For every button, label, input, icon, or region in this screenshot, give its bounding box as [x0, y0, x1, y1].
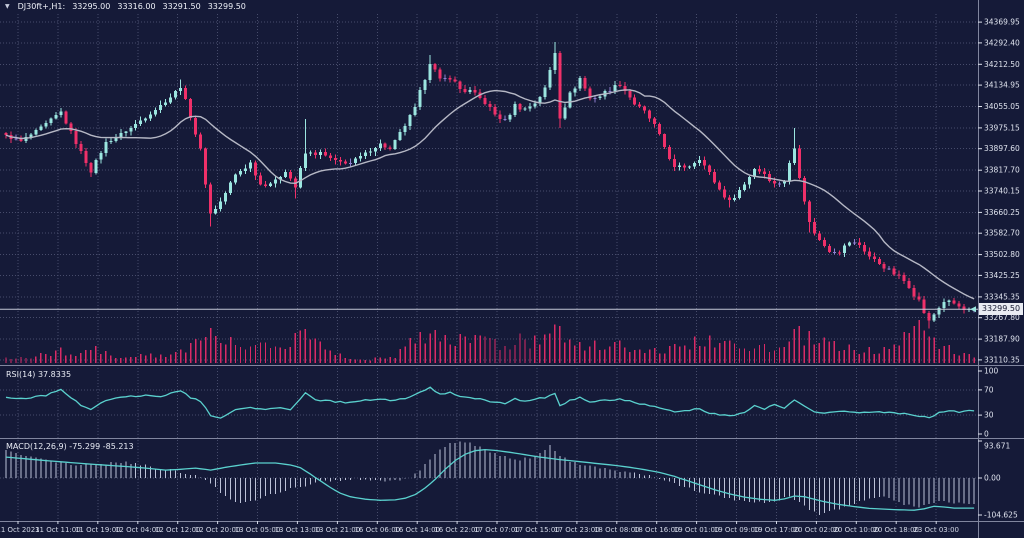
svg-text:20 Oct 18:00: 20 Oct 18:00: [873, 526, 919, 534]
svg-text:12 Oct 04:00: 12 Oct 04:00: [115, 526, 161, 534]
svg-text:33187.90: 33187.90: [984, 335, 1020, 344]
svg-text:34292.40: 34292.40: [984, 38, 1020, 47]
svg-text:33267.80: 33267.80: [984, 313, 1020, 322]
svg-text:33975.15: 33975.15: [984, 123, 1020, 132]
svg-text:16 Oct 22:00: 16 Oct 22:00: [434, 526, 480, 534]
volume-bars: [5, 320, 975, 363]
rsi-line: [5, 386, 975, 419]
svg-text:19 Oct 17:00: 19 Oct 17:00: [754, 526, 800, 534]
svg-text:-104.625: -104.625: [984, 511, 1018, 520]
ohlc-low-value: 33291.50: [162, 2, 201, 11]
candles-layer: [4, 42, 976, 329]
svg-text:11 Oct 19:00: 11 Oct 19:00: [75, 526, 121, 534]
svg-text:13 Oct 05:00: 13 Oct 05:00: [235, 526, 281, 534]
svg-text:70: 70: [984, 385, 994, 394]
svg-text:34212.50: 34212.50: [984, 60, 1020, 69]
symbol-dropdown-icon[interactable]: ▼: [5, 3, 10, 10]
grid-layer: [0, 14, 978, 520]
svg-text:18 Oct 16:00: 18 Oct 16:00: [634, 526, 680, 534]
macd-indicator-label: MACD(12,26,9) -75.299 -85.213: [6, 442, 134, 451]
rsi-indicator-label: RSI(14) 37.8335: [6, 370, 72, 379]
rsi-scale[interactable]: 100 70 30 0: [978, 367, 999, 439]
svg-text:34369.95: 34369.95: [984, 18, 1020, 27]
svg-text:33740.15: 33740.15: [984, 187, 1020, 196]
svg-text:33110.35: 33110.35: [984, 355, 1020, 364]
current-price-line: [0, 306, 978, 313]
svg-text:0: 0: [984, 430, 989, 439]
svg-text:18 Oct 08:00: 18 Oct 08:00: [594, 526, 640, 534]
ohlc-close-value: 33299.50: [207, 2, 246, 11]
ohlc-high-value: 33316.00: [117, 2, 156, 11]
macd-histogram: [5, 441, 975, 515]
svg-text:19 Oct 09:00: 19 Oct 09:00: [714, 526, 760, 534]
svg-text:20 Oct 02:00: 20 Oct 02:00: [794, 526, 840, 534]
macd-signal-line: [5, 448, 975, 511]
svg-text:20 Oct 10:00: 20 Oct 10:00: [833, 526, 879, 534]
svg-text:19 Oct 01:00: 19 Oct 01:00: [674, 526, 720, 534]
svg-text:17 Oct 07:00: 17 Oct 07:00: [474, 526, 520, 534]
svg-text:93.671: 93.671: [984, 442, 1010, 451]
svg-text:100: 100: [984, 367, 999, 376]
svg-text:33582.70: 33582.70: [984, 229, 1020, 238]
svg-text:0.00: 0.00: [984, 474, 1001, 483]
svg-text:17 Oct 15:00: 17 Oct 15:00: [514, 526, 560, 534]
last-price-marker: [970, 306, 976, 313]
macd-scale[interactable]: 93.671 0.00 -104.625: [978, 440, 1018, 520]
chart-legend: ▼ DJ30ft+,H1: 33295.00 33316.00 33291.50…: [5, 2, 246, 11]
current-price-badge: 33299.50: [979, 303, 1023, 315]
ohlc-open-value: 33295.00: [72, 2, 111, 11]
symbol-timeframe-label: DJ30ft+,H1:: [17, 2, 66, 11]
svg-text:12 Oct 12:00: 12 Oct 12:00: [155, 526, 201, 534]
svg-text:16 Oct 06:00: 16 Oct 06:00: [354, 526, 400, 534]
svg-text:11 Oct 2023: 11 Oct 2023: [0, 526, 40, 534]
svg-text:33817.70: 33817.70: [984, 166, 1020, 175]
svg-text:30: 30: [984, 411, 994, 420]
svg-text:13 Oct 21:00: 13 Oct 21:00: [315, 526, 361, 534]
svg-text:17 Oct 23:00: 17 Oct 23:00: [554, 526, 600, 534]
svg-text:23 Oct 03:00: 23 Oct 03:00: [913, 526, 959, 534]
svg-text:33345.35: 33345.35: [984, 292, 1020, 301]
svg-text:33502.80: 33502.80: [984, 250, 1020, 259]
price-axis[interactable]: 34369.95 34292.40 34212.50 34134.95 34055.05…: [978, 18, 1020, 365]
svg-text:33897.60: 33897.60: [984, 144, 1020, 153]
svg-text:33660.25: 33660.25: [984, 208, 1020, 217]
svg-text:34134.95: 34134.95: [984, 81, 1020, 90]
ma-line: [5, 89, 975, 300]
svg-text:12 Oct 20:00: 12 Oct 20:00: [195, 526, 241, 534]
svg-text:33425.25: 33425.25: [984, 271, 1020, 280]
svg-text:11 Oct 11:00: 11 Oct 11:00: [35, 526, 81, 534]
svg-text:16 Oct 14:00: 16 Oct 14:00: [394, 526, 440, 534]
svg-text:34055.05: 34055.05: [984, 102, 1020, 111]
svg-text:13 Oct 13:00: 13 Oct 13:00: [275, 526, 321, 534]
